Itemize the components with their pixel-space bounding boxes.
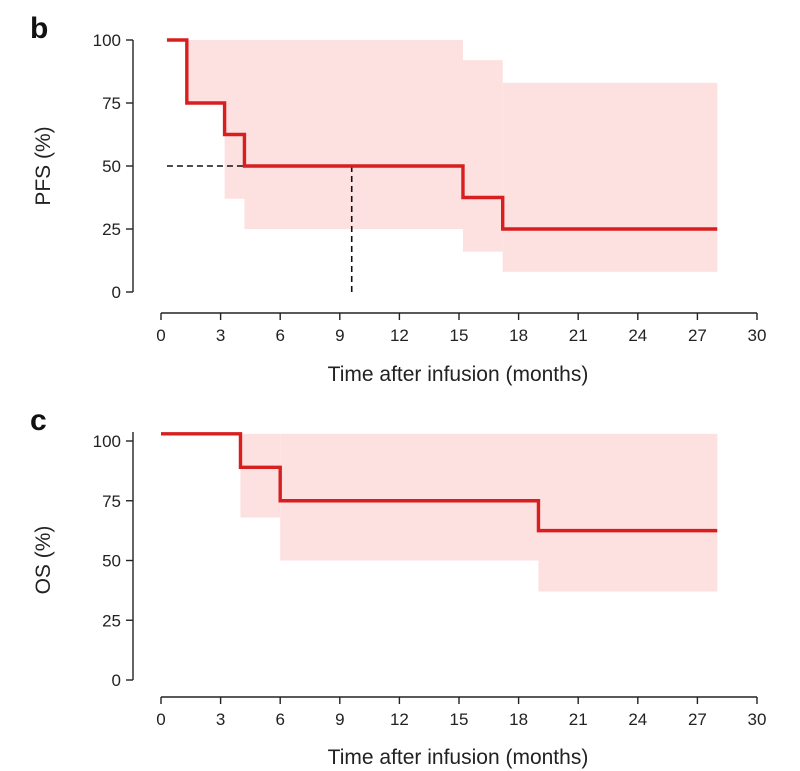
pfs-y-tick-label: 50 (102, 157, 121, 176)
os-x-tick-label: 6 (275, 710, 284, 729)
os-x-tick-label: 0 (156, 710, 165, 729)
pfs-x-tick-label: 27 (688, 326, 707, 345)
os-x-tick-label: 18 (509, 710, 528, 729)
os-ci-segment (280, 433, 539, 561)
os-y-tick-label: 75 (102, 492, 121, 511)
os-x-axis-title: Time after infusion (months) (328, 746, 589, 769)
pfs-x-tick-label: 6 (275, 326, 284, 345)
os-y-tick-label: 0 (112, 671, 121, 690)
pfs-y-tick-label: 100 (93, 31, 121, 50)
pfs-x-tick-label: 24 (628, 326, 647, 345)
os-x-tick-label: 12 (390, 710, 409, 729)
pfs-ci-segment (186, 40, 225, 103)
pfs-x-tick-label: 30 (748, 326, 767, 345)
pfs-y-tick-label: 25 (102, 220, 121, 239)
os-ci-segment (240, 433, 281, 518)
os-panel: c 0 3 6 9 12 15 18 21 24 27 30 0 25 50 75 100 Time afte… (30, 404, 766, 769)
os-axes-group: 0 3 6 9 12 15 18 21 24 27 30 0 25 50 75 100 (93, 432, 767, 729)
pfs-x-tick-label: 3 (216, 326, 225, 345)
os-y-tick-label: 25 (102, 611, 121, 630)
os-confidence-band-group (240, 433, 718, 592)
panel-label-b: b (30, 12, 48, 45)
os-x-tick-label: 30 (748, 710, 767, 729)
pfs-x-tick-label: 0 (156, 326, 165, 345)
os-survival-curve (161, 432, 718, 533)
pfs-y-tick-label: 75 (102, 94, 121, 113)
os-x-tick-label: 24 (628, 710, 647, 729)
pfs-series-group (166, 38, 718, 292)
pfs-panel: b 0 3 6 9 12 15 18 21 24 27 30 0 25 50 75 100 Time afte… (30, 12, 766, 386)
pfs-ci-segment (244, 40, 463, 229)
os-series-group (161, 432, 718, 533)
panel-label-c: c (30, 404, 47, 437)
pfs-y-tick-label: 0 (112, 283, 121, 302)
pfs-confidence-band-group (186, 40, 718, 272)
pfs-y-axis-title: PFS (%) (32, 126, 55, 205)
pfs-ci-segment (502, 82, 718, 272)
pfs-x-tick-label: 21 (569, 326, 588, 345)
os-y-axis-title: OS (%) (32, 526, 55, 595)
pfs-ci-segment (462, 60, 503, 252)
os-x-tick-label: 21 (569, 710, 588, 729)
pfs-axes-group: 0 3 6 9 12 15 18 21 24 27 30 0 25 50 75 100 (93, 31, 767, 345)
os-y-tick-label: 50 (102, 552, 121, 571)
os-x-tick-label: 9 (335, 710, 344, 729)
os-x-tick-label: 27 (688, 710, 707, 729)
os-x-tick-label: 15 (450, 710, 469, 729)
pfs-x-tick-label: 9 (335, 326, 344, 345)
os-x-tick-label: 3 (216, 710, 225, 729)
pfs-x-tick-label: 12 (390, 326, 409, 345)
pfs-ci-segment (224, 40, 245, 199)
pfs-survival-curve (166, 38, 718, 231)
os-y-tick-label: 100 (93, 432, 121, 451)
pfs-x-axis-title: Time after infusion (months) (328, 363, 589, 386)
pfs-x-tick-label: 15 (450, 326, 469, 345)
pfs-x-tick-label: 18 (509, 326, 528, 345)
os-ci-segment (538, 433, 718, 592)
